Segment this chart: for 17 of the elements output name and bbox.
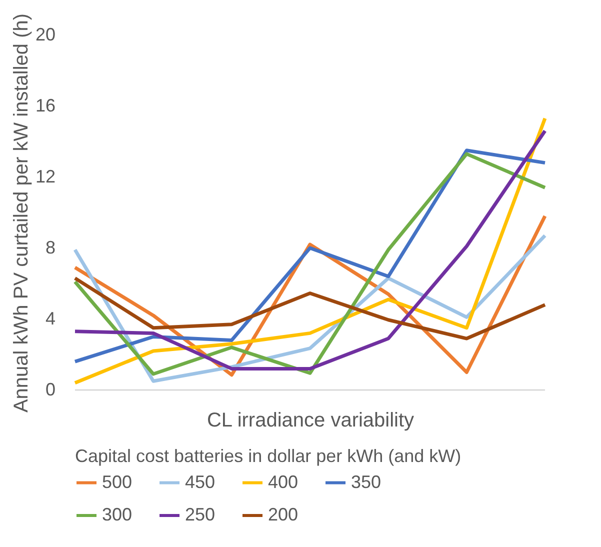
legend-label: 500: [102, 472, 132, 492]
legend-label: 250: [185, 504, 216, 524]
legend-label: 200: [268, 504, 298, 524]
y-tick-label: 16: [35, 96, 56, 116]
y-tick-label: 20: [35, 24, 56, 44]
y-tick-label: 8: [45, 238, 56, 258]
legend-label: 450: [185, 472, 216, 492]
legend-label: 400: [268, 472, 298, 492]
y-axis-title: Annual kWh PV curtailed per kW installed (h): [10, 13, 32, 413]
y-tick-label: 12: [35, 166, 56, 186]
y-tick-label: 0: [45, 380, 56, 400]
legend-label: 350: [351, 472, 382, 492]
x-axis-title: CL irradiance variability: [206, 410, 414, 432]
line-series: [73, 276, 547, 340]
legend-title: Capital cost batteries in dollar per kWh (and kW): [75, 446, 462, 466]
legend-label: 300: [102, 504, 132, 524]
y-tick-label: 4: [45, 308, 56, 328]
